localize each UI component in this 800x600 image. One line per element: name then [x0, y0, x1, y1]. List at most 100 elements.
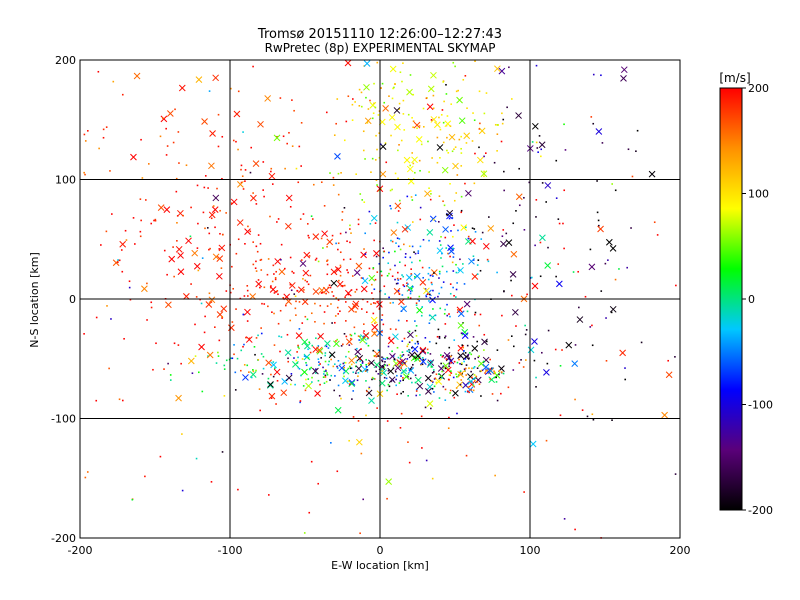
data-point-dot: [460, 135, 462, 138]
data-point-dot: [476, 264, 479, 266]
data-point-dot: [242, 131, 244, 133]
data-point-dot: [456, 412, 458, 415]
data-point-x: [267, 381, 274, 388]
data-point-dot: [404, 256, 407, 259]
data-point-dot: [295, 314, 297, 316]
data-point-dot: [453, 294, 455, 297]
data-point-dot: [347, 271, 349, 274]
data-point-dot: [354, 365, 357, 368]
data-point-x: [403, 156, 411, 164]
data-point-dot: [438, 220, 440, 223]
data-point-dot: [491, 393, 494, 395]
data-point-dot: [425, 459, 428, 462]
data-point-dot: [402, 379, 404, 382]
data-point-dot: [473, 119, 476, 122]
data-point-x: [220, 305, 228, 313]
data-point-dot: [428, 322, 431, 324]
data-point-dot: [577, 270, 579, 273]
data-point-dot: [252, 241, 255, 243]
data-point-x: [515, 193, 523, 201]
data-point-dot: [449, 315, 451, 318]
data-point-dot: [392, 87, 394, 90]
data-point-dot: [410, 366, 413, 369]
data-point-dot: [403, 285, 406, 288]
data-point-dot: [270, 167, 273, 170]
data-point-dot: [373, 102, 375, 105]
data-point-dot: [322, 373, 325, 375]
data-point-x: [301, 338, 309, 346]
data-point-dot: [146, 319, 148, 321]
data-point-dot: [481, 231, 484, 234]
data-point-dot: [465, 454, 468, 457]
data-point-dot: [335, 297, 338, 299]
data-point-dot: [439, 244, 442, 246]
data-point-dot: [217, 145, 220, 148]
data-point-dot: [381, 359, 383, 362]
data-point-dot: [627, 148, 630, 151]
data-point-dot: [320, 357, 322, 359]
data-point-x: [389, 65, 397, 73]
data-point-dot: [150, 222, 153, 225]
data-point-dot: [274, 277, 277, 279]
data-point-dot: [523, 228, 526, 231]
data-point-dot: [237, 488, 239, 491]
data-point-dot: [121, 270, 124, 273]
data-point-dot: [421, 357, 424, 359]
data-point-dot: [253, 346, 256, 348]
data-point-dot: [409, 368, 412, 370]
data-point-dot: [294, 383, 296, 386]
data-point-dot: [273, 292, 276, 294]
data-point-dot: [460, 209, 463, 212]
data-point-dot: [370, 303, 372, 306]
data-point-x: [312, 233, 320, 241]
data-point-dot: [328, 360, 330, 363]
data-point-dot: [371, 157, 374, 160]
data-point-dot: [110, 318, 112, 320]
data-point-x: [406, 88, 413, 96]
data-point-dot: [409, 292, 412, 295]
data-point-dot: [394, 264, 396, 267]
data-point-dot: [457, 89, 460, 92]
data-point-dot: [388, 95, 390, 97]
data-point-dot: [414, 252, 417, 255]
data-point-dot: [315, 372, 317, 374]
data-point-dot: [250, 376, 253, 379]
data-point-dot: [131, 498, 134, 501]
data-point-dot: [502, 229, 505, 231]
data-point-dot: [449, 392, 451, 394]
data-point-dot: [586, 415, 589, 418]
data-point-x: [413, 121, 421, 129]
data-point-x: [393, 287, 401, 295]
data-point-dot: [342, 343, 344, 346]
data-point-dot: [244, 242, 246, 245]
data-point-dot: [407, 283, 409, 285]
data-point-dot: [342, 258, 345, 261]
data-point-dot: [471, 140, 474, 142]
data-point-dot: [225, 290, 228, 292]
data-point-dot: [243, 295, 246, 297]
data-point-dot: [440, 286, 443, 289]
data-point-dot: [307, 283, 310, 286]
data-point-dot: [336, 470, 339, 473]
colorbar: [719, 87, 743, 511]
data-point-dot: [362, 277, 364, 279]
data-point-dot: [515, 325, 517, 327]
data-point-dot: [443, 312, 446, 315]
data-point-dot: [496, 349, 499, 351]
data-point-x: [498, 67, 506, 75]
data-point-dot: [376, 148, 378, 151]
data-point-dot: [410, 273, 413, 275]
data-point-dot: [232, 139, 235, 142]
data-point-x: [368, 274, 376, 282]
data-point-dot: [545, 439, 548, 442]
data-point-dot: [471, 376, 473, 379]
data-point-x: [236, 219, 244, 226]
data-point-dot: [536, 147, 539, 149]
data-point-dot: [165, 154, 168, 156]
data-point-dot: [399, 278, 402, 280]
data-point-x: [434, 121, 441, 129]
data-point-x: [371, 323, 379, 331]
data-point-dot: [257, 279, 260, 281]
data-point-dot: [194, 323, 196, 326]
data-point-dot: [210, 217, 213, 220]
